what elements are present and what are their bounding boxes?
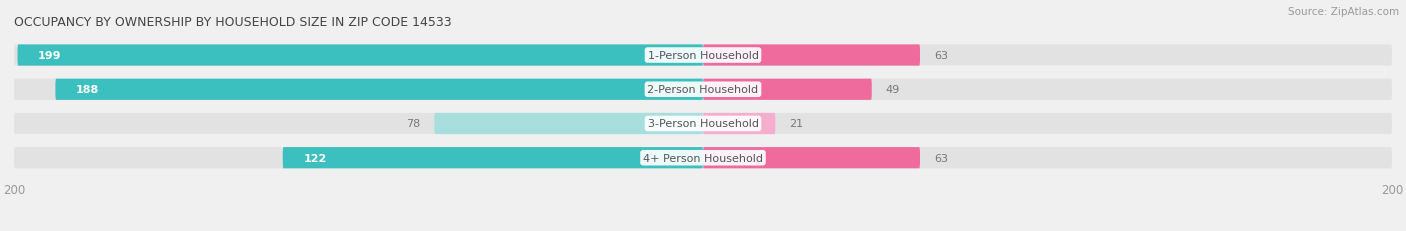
- FancyBboxPatch shape: [283, 147, 703, 169]
- Text: 199: 199: [38, 51, 62, 61]
- Text: 3-Person Household: 3-Person Household: [648, 119, 758, 129]
- Text: 63: 63: [934, 153, 948, 163]
- FancyBboxPatch shape: [17, 45, 703, 66]
- FancyBboxPatch shape: [14, 147, 1392, 169]
- FancyBboxPatch shape: [434, 113, 703, 134]
- FancyBboxPatch shape: [14, 45, 1392, 66]
- FancyBboxPatch shape: [703, 113, 775, 134]
- Text: 78: 78: [406, 119, 420, 129]
- Text: 21: 21: [789, 119, 803, 129]
- Text: 122: 122: [304, 153, 326, 163]
- Text: 1-Person Household: 1-Person Household: [648, 51, 758, 61]
- Text: OCCUPANCY BY OWNERSHIP BY HOUSEHOLD SIZE IN ZIP CODE 14533: OCCUPANCY BY OWNERSHIP BY HOUSEHOLD SIZE…: [14, 16, 451, 29]
- Text: 4+ Person Household: 4+ Person Household: [643, 153, 763, 163]
- Text: 2-Person Household: 2-Person Household: [647, 85, 759, 95]
- FancyBboxPatch shape: [14, 79, 1392, 100]
- Text: Source: ZipAtlas.com: Source: ZipAtlas.com: [1288, 7, 1399, 17]
- Text: 63: 63: [934, 51, 948, 61]
- FancyBboxPatch shape: [703, 45, 920, 66]
- FancyBboxPatch shape: [14, 113, 1392, 134]
- Text: 188: 188: [76, 85, 100, 95]
- Text: 49: 49: [886, 85, 900, 95]
- FancyBboxPatch shape: [703, 147, 920, 169]
- FancyBboxPatch shape: [55, 79, 703, 100]
- FancyBboxPatch shape: [703, 79, 872, 100]
